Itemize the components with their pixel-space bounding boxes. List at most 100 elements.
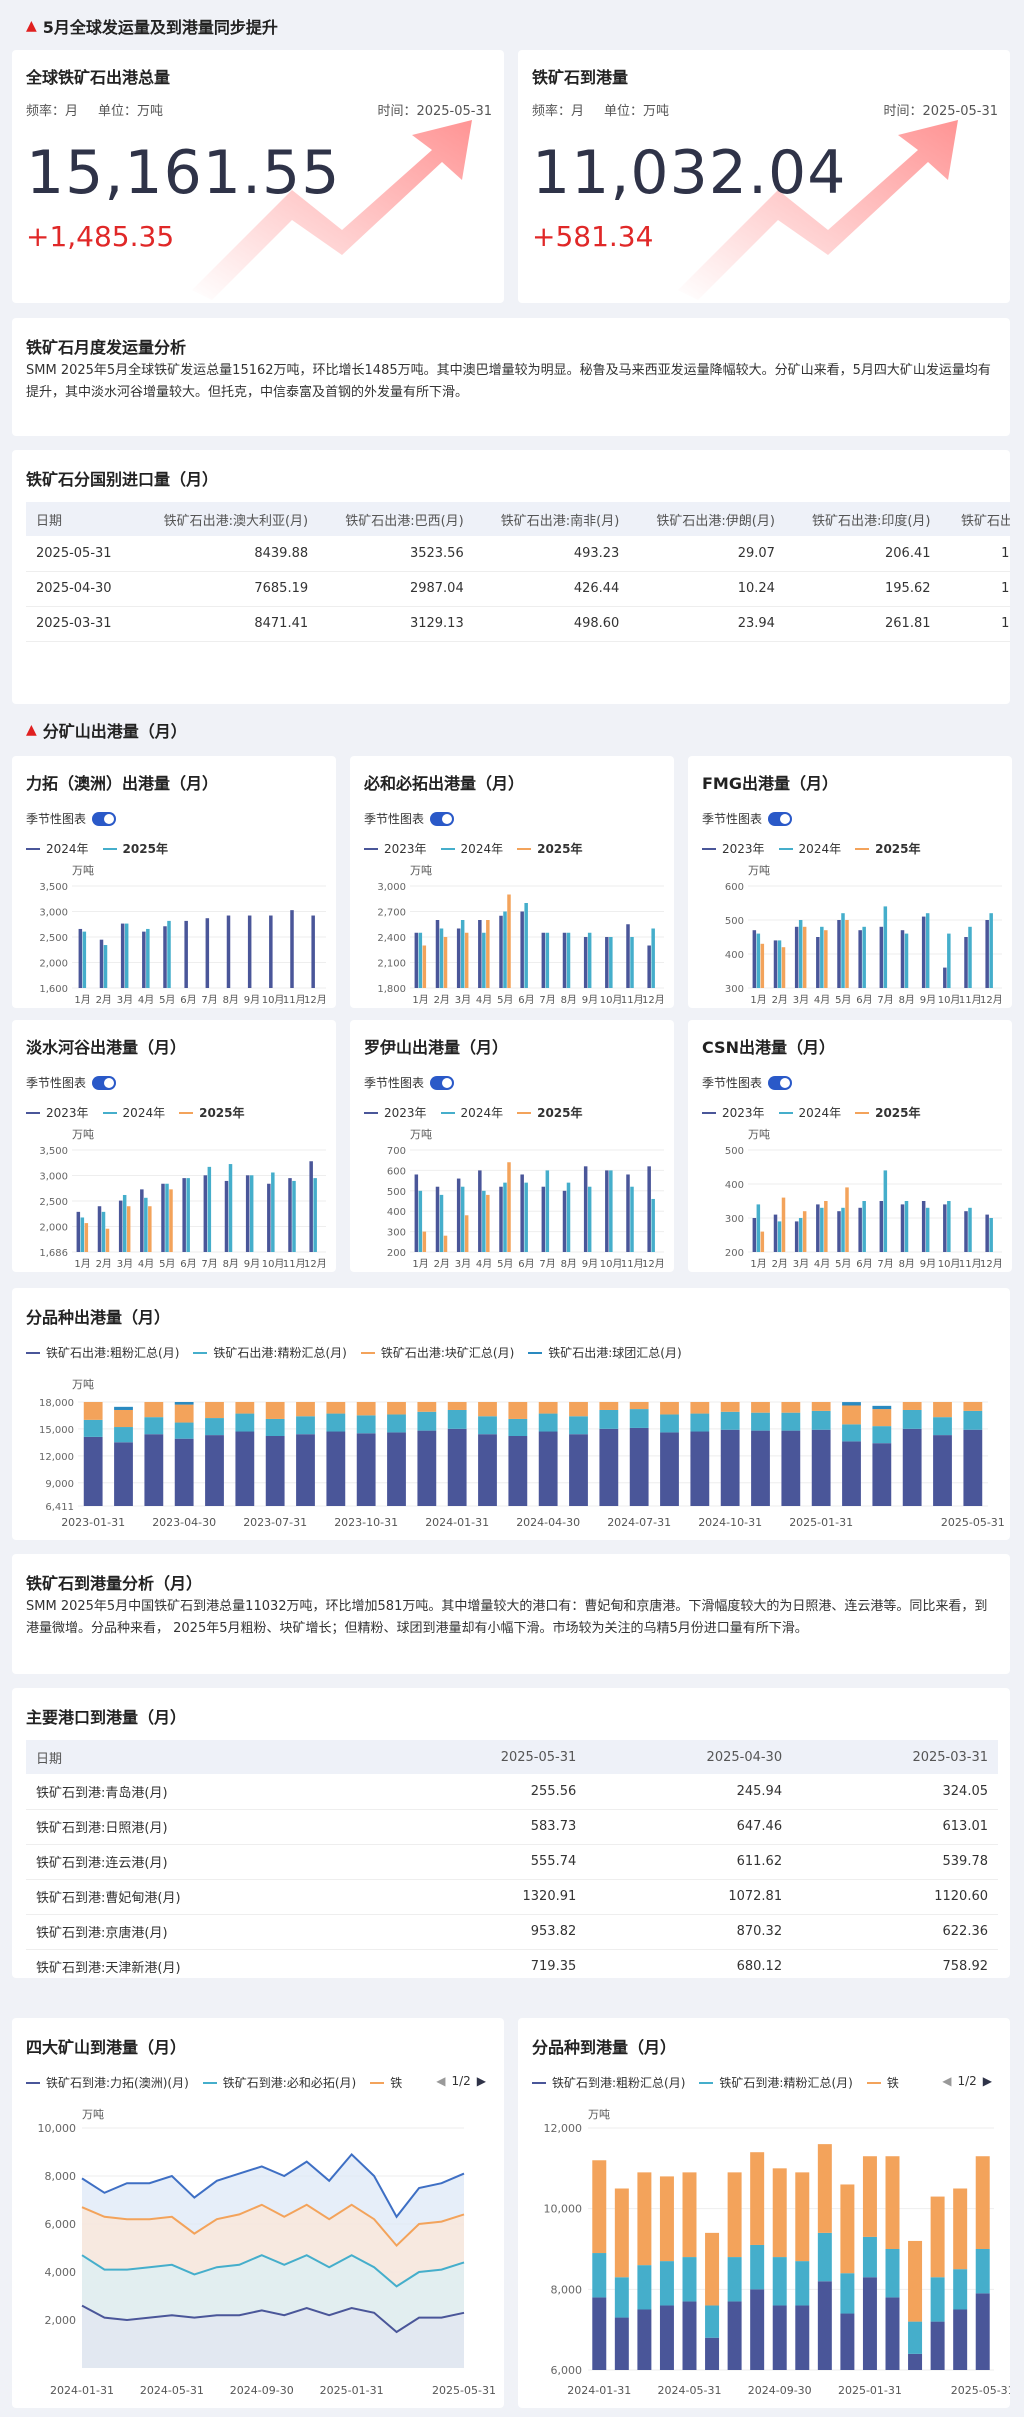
legend-line-icon [778,1111,793,1114]
legend-item[interactable]: 2025年 [517,840,583,857]
chart-legend[interactable]: 铁矿石到港:力拓(澳洲)(月) 铁矿石到港:必和必拓(月) 铁 ◀ 1/2 ▶ [26,2074,496,2091]
bar-segment [144,1417,164,1435]
bar [503,911,507,988]
legend-item[interactable]: 2024年 [102,1104,165,1121]
legend-item[interactable]: 2025年 [179,1104,245,1121]
x-tick-label: 3月 [793,994,809,1006]
seasonal-toggle-switch[interactable] [768,811,793,826]
legend-item[interactable]: 2024年 [778,840,841,857]
bar-segment [205,1435,224,1506]
x-tick-label: 12月 [980,1258,1003,1270]
chart-legend[interactable]: 铁矿石到港:粗粉汇总(月) 铁矿石到港:精粉汇总(月) 铁 ◀ 1/2 ▶ [532,2074,1002,2091]
bar-segment [538,1402,558,1414]
x-tick-label: 7月 [877,994,893,1006]
legend-item[interactable]: 铁矿石出港:粗粉汇总(月) [26,1344,179,1361]
legend-item[interactable]: 2023年 [364,840,427,857]
x-tick-label: 7月 [201,994,217,1006]
legend-item[interactable]: 铁矿石到港:力拓(澳洲)(月) [26,2074,189,2091]
chart-legend[interactable]: 2024年 2025年 [26,840,168,857]
bar-segment [862,2156,877,2237]
legend-item[interactable]: 铁 [370,2074,402,2091]
port-table-wrapper[interactable]: 日期 2025-05-31 2025-04-30 2025-03-31 铁矿石到港:青岛… [26,1740,998,1978]
seasonal-toggle-switch[interactable] [768,1075,793,1090]
legend-item[interactable]: 2024年 [440,840,503,857]
legend-item[interactable]: 2023年 [702,1104,765,1121]
legend-item[interactable]: 2024年 [26,840,89,857]
bar [562,932,567,988]
legend-pager[interactable]: ◀ 1/2 ▶ [430,2074,486,2088]
bar [418,932,423,988]
legend-item[interactable]: 2024年 [440,1104,503,1121]
legend-line-icon [517,847,532,850]
legend-item[interactable]: 铁矿石到港:必和必拓(月) [202,2074,356,2091]
chart-legend[interactable]: 2023年 2024年 2025年 [364,840,583,857]
legend-label: 铁矿石出港:粗粉汇总(月) [46,1346,180,1360]
bar-segment [963,1402,983,1411]
kpi-freq: 频率：月 [532,104,585,119]
x-tick-label: 3月 [117,994,133,1006]
prev-page-icon[interactable]: ◀ [436,2074,446,2088]
legend-item[interactable]: 2025年 [102,840,168,857]
seasonal-toggle-switch[interactable] [430,1075,455,1090]
table-cell: 148 [940,606,1010,642]
next-page-icon[interactable]: ▶ [982,2074,992,2088]
legend-item[interactable]: 铁矿石出港:块矿汇总(月) [360,1344,514,1361]
x-tick-label: 6月 [856,1258,872,1270]
legend-item[interactable]: 铁矿石出港:球团汇总(月) [528,1344,682,1361]
prev-page-icon[interactable]: ◀ [942,2074,952,2088]
legend-item[interactable]: 2023年 [702,840,765,857]
table-cell: 1072.81 [586,1879,793,1915]
axis-unit-label: 万吨 [72,864,94,877]
column-header: 铁矿石出港:印度(月) [784,502,941,536]
y-tick-label: 2,400 [377,933,406,944]
chart-legend[interactable]: 2023年 2024年 2025年 [702,840,921,857]
bar [122,1194,127,1252]
legend-item[interactable]: 2025年 [855,1104,921,1121]
bar [900,1204,905,1252]
x-tick-label: 9月 [244,1258,260,1270]
seasonal-label: 季节性图表 [702,1076,763,1090]
bar-segment [478,1416,497,1435]
bar-segment [387,1432,406,1506]
legend-item[interactable]: 2023年 [26,1104,89,1121]
legend-item[interactable]: 铁 [866,2074,899,2091]
legend-item[interactable]: 铁矿石到港:粗粉汇总(月) [532,2074,685,2091]
table-cell: 2025-03-31 [26,606,134,642]
chart-legend[interactable]: 2023年 2024年 2025年 [702,1104,921,1121]
table-row: 铁矿石到港:曹妃甸港(月) 1320.91 1072.81 1120.60 [26,1879,998,1915]
axis-unit-label: 万吨 [410,1128,432,1141]
chart-legend[interactable]: 铁矿石出港:粗粉汇总(月) 铁矿石出港:精粉汇总(月) 铁矿石出港:块矿汇总(月) 铁… [26,1344,682,1361]
seasonal-toggle-switch[interactable] [92,1075,117,1090]
mine-chart-card: 必和必拓出港量（月） 季节性图表 2023年 2024年 2025年 万吨 3,000 2,7… [350,756,674,1008]
kpi-unit: 单位：万吨 [98,104,164,119]
x-tick-label: 4月 [138,994,154,1006]
y-tick-label: 6,000 [551,2364,583,2377]
chart-legend[interactable]: 2023年 2024年 2025年 [364,1104,583,1121]
bar-segment [265,1418,285,1437]
chart-title: FMG出港量（月） [702,774,838,793]
legend-item[interactable]: 2025年 [855,840,921,857]
legend-item[interactable]: 2023年 [364,1104,427,1121]
chart-legend[interactable]: 2023年 2024年 2025年 [26,1104,245,1121]
next-page-icon[interactable]: ▶ [476,2074,486,2088]
series-line [81,2203,465,2248]
x-tick-label: 12月 [642,994,665,1006]
legend-item[interactable]: 铁矿石到港:精粉汇总(月) [699,2074,853,2091]
x-tick-label: 7月 [539,1258,555,1270]
bar [921,1201,926,1252]
import-table-wrapper[interactable]: 日期 铁矿石出港:澳大利亚(月) 铁矿石出港:巴西(月) 铁矿石出港:南非(月) 铁矿石… [26,502,1010,642]
seasonal-toggle-switch[interactable] [92,811,117,826]
bar [545,1170,550,1252]
table-cell: 255.56 [380,1774,587,1810]
table-cell: 铁矿石到港:曹妃甸港(月) [26,1879,381,1915]
legend-line-icon [360,1351,375,1354]
column-header: 2025-03-31 [792,1740,998,1774]
legend-item[interactable]: 铁矿石出港:精粉汇总(月) [193,1344,347,1361]
x-tick-label: 2024-01-31 [50,2384,114,2397]
legend-item[interactable]: 2025年 [517,1104,583,1121]
bar-segment [538,1413,558,1432]
legend-item[interactable]: 2024年 [778,1104,841,1121]
legend-pager[interactable]: ◀ 1/2 ▶ [936,2074,992,2088]
seasonal-toggle-switch[interactable] [430,811,455,826]
bar [499,915,503,988]
